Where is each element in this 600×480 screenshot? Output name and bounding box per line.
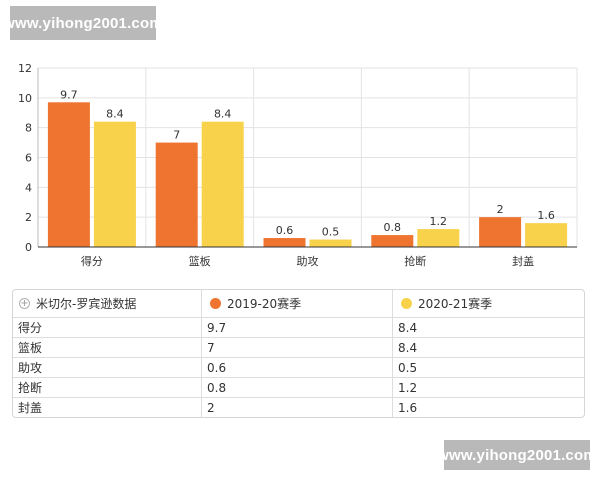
x-tick-label: 抢断 (404, 254, 426, 268)
row-value-series-1: 7 (201, 338, 392, 357)
row-label: 封盖 (18, 401, 43, 415)
bar-1 (371, 235, 414, 247)
data-label: 0.6 (276, 224, 294, 237)
table-title: 米切尔-罗宾逊数据 (36, 297, 137, 311)
bar-1 (479, 217, 522, 247)
x-tick-label: 篮板 (189, 254, 211, 268)
table-row: 封盖 2 1.6 (13, 397, 584, 417)
row-label: 得分 (18, 321, 43, 335)
bar-1 (47, 102, 90, 247)
data-label: 0.8 (384, 221, 402, 234)
row-value-series-1: 0.6 (201, 358, 392, 377)
row-value-series-2: 1.2 (392, 378, 584, 397)
bar-chart: 0 2 4 6 8 10 12 9.7 8.4 得分 7 8.4 篮板 0.6 0.5 助攻 0.8 1.2 抢断 2… (18, 62, 578, 268)
legend-item-series-1[interactable]: 2019-20赛季 (201, 290, 392, 317)
data-label: 8.4 (106, 108, 124, 121)
data-label: 8.4 (214, 108, 232, 121)
bar-2 (309, 239, 352, 247)
y-tick-label: 10 (18, 92, 32, 105)
table-row: 抢断 0.8 1.2 (13, 377, 584, 397)
row-value-series-2: 8.4 (392, 318, 584, 337)
y-tick-label: 6 (25, 152, 32, 165)
x-tick-label: 助攻 (297, 254, 319, 268)
bar-1 (155, 142, 198, 247)
row-value-series-1: 9.7 (201, 318, 392, 337)
series-2-dot-icon (401, 298, 412, 309)
y-tick-label: 4 (25, 181, 32, 194)
y-tick-label: 8 (25, 122, 32, 135)
row-label: 助攻 (18, 361, 43, 375)
y-tick-label: 2 (25, 211, 32, 224)
x-tick-label: 得分 (81, 255, 103, 268)
bar-2 (201, 121, 244, 247)
data-label: 1.6 (537, 209, 555, 222)
data-table: + 米切尔-罗宾逊数据 2019-20赛季 2020-21赛季 得分 9.7 8… (12, 289, 585, 418)
row-value-series-2: 1.6 (392, 398, 584, 417)
data-label: 0.5 (322, 226, 340, 239)
watermark-top: www.yihong2001.com (3, 6, 163, 40)
bar-2 (525, 223, 568, 247)
bar-1 (263, 238, 306, 247)
table-title-cell: + 米切尔-罗宾逊数据 (13, 290, 201, 317)
row-value-series-1: 0.8 (201, 378, 392, 397)
y-tick-label: 0 (25, 241, 32, 254)
row-value-series-1: 2 (201, 398, 392, 417)
watermark-bottom: www.yihong2001.com (437, 440, 597, 470)
row-value-series-2: 0.5 (392, 358, 584, 377)
legend-item-series-2[interactable]: 2020-21赛季 (392, 290, 584, 317)
bar-2 (93, 121, 136, 247)
x-tick-label: 封盖 (512, 254, 534, 268)
data-label: 7 (173, 129, 180, 142)
plus-icon[interactable]: + (19, 298, 30, 309)
legend-label-series-2: 2020-21赛季 (418, 297, 493, 311)
series-1-dot-icon (210, 298, 221, 309)
data-label: 1.2 (430, 215, 448, 228)
table-row: 篮板 7 8.4 (13, 337, 584, 357)
table-header: + 米切尔-罗宾逊数据 2019-20赛季 2020-21赛季 (13, 290, 584, 317)
bar-2 (417, 229, 460, 247)
y-tick-label: 12 (18, 62, 32, 75)
row-label: 抢断 (18, 381, 43, 395)
legend-label-series-1: 2019-20赛季 (227, 297, 302, 311)
row-value-series-2: 8.4 (392, 338, 584, 357)
data-label: 9.7 (60, 88, 78, 101)
table-row: 得分 9.7 8.4 (13, 317, 584, 337)
data-label: 2 (497, 203, 504, 216)
table-row: 助攻 0.6 0.5 (13, 357, 584, 377)
row-label: 篮板 (18, 341, 43, 355)
